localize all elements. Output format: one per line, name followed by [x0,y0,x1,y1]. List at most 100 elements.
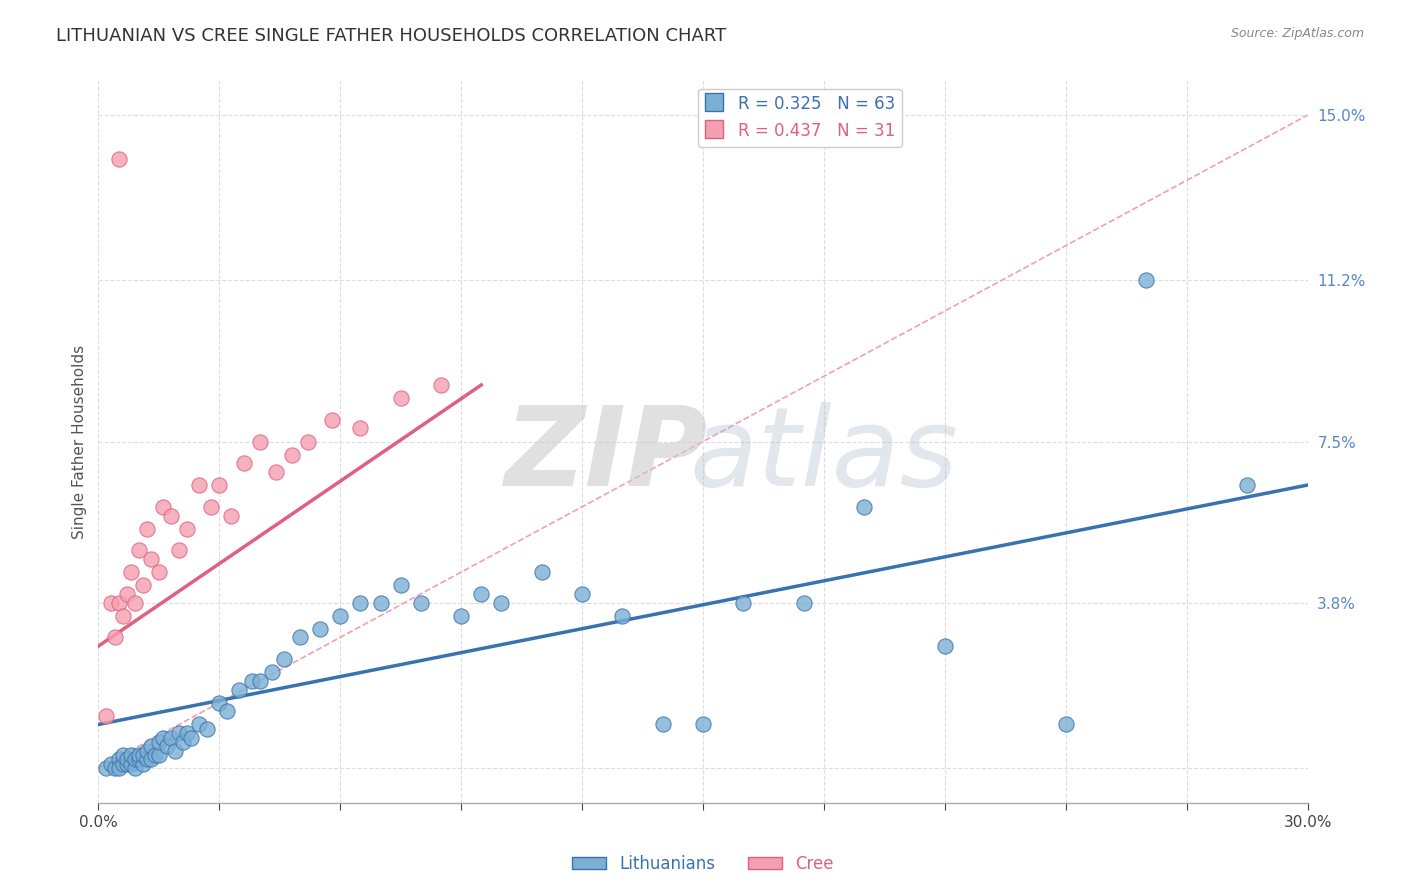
Text: atlas: atlas [689,402,959,509]
Point [152,731,174,745]
Point [156,739,179,754]
Point [167,543,190,558]
Text: ZIP: ZIP [505,402,709,509]
Point [349,421,371,435]
Point [115,587,138,601]
Point [120,747,142,762]
Point [107,152,129,166]
Point [1054,717,1077,731]
Point [409,596,432,610]
Point [208,478,231,492]
Point [160,731,183,745]
Point [450,608,472,623]
Point [853,500,876,514]
Point [309,622,332,636]
Point [172,735,194,749]
Point [139,739,162,754]
Point [103,631,125,645]
Point [103,761,125,775]
Point [96,761,118,775]
Point [139,752,162,766]
Point [100,596,122,610]
Point [217,705,239,719]
Point [180,731,202,745]
Point [124,752,146,766]
Point [160,508,183,523]
Point [389,578,412,592]
Point [793,596,815,610]
Point [148,565,170,579]
Legend: R = 0.325   N = 63, R = 0.437   N = 31: R = 0.325 N = 63, R = 0.437 N = 31 [697,88,901,146]
Point [135,752,157,766]
Point [163,743,186,757]
Point [115,752,138,766]
Point [571,587,593,601]
Point [733,596,755,610]
Point [176,522,198,536]
Point [188,478,211,492]
Point [135,522,157,536]
Point [249,434,271,449]
Point [329,608,352,623]
Point [132,578,155,592]
Point [260,665,283,680]
Point [120,565,142,579]
Point [128,752,150,766]
Point [139,552,162,566]
Point [297,434,319,449]
Point [208,696,231,710]
Point [135,743,157,757]
Point [288,631,311,645]
Point [228,682,250,697]
Point [249,673,271,688]
Point [107,596,129,610]
Point [111,756,134,771]
Point [349,596,371,610]
Point [111,608,134,623]
Point [240,673,263,688]
Point [221,508,243,523]
Point [188,717,211,731]
Text: LITHUANIAN VS CREE SINGLE FATHER HOUSEHOLDS CORRELATION CHART: LITHUANIAN VS CREE SINGLE FATHER HOUSEHO… [56,27,727,45]
Point [132,747,155,762]
Point [148,747,170,762]
Point [273,652,295,666]
Point [148,735,170,749]
Point [389,391,412,405]
Point [167,726,190,740]
Point [470,587,492,601]
Point [96,708,118,723]
Point [1236,478,1258,492]
Text: Source: ZipAtlas.com: Source: ZipAtlas.com [1230,27,1364,40]
Point [281,448,304,462]
Point [1135,273,1157,287]
Point [530,565,553,579]
Point [651,717,673,731]
Point [200,500,222,514]
Point [132,756,155,771]
Point [107,761,129,775]
Point [934,639,956,653]
Point [124,596,146,610]
Point [152,500,174,514]
Point [176,726,198,740]
Point [491,596,513,610]
Y-axis label: Single Father Households: Single Father Households [72,344,87,539]
Point [115,756,138,771]
Point [128,747,150,762]
Point [612,608,634,623]
Point [370,596,392,610]
Point [195,722,218,736]
Point [124,761,146,775]
Point [100,756,122,771]
Point [128,543,150,558]
Point [264,465,287,479]
Point [321,413,343,427]
Legend: Lithuanians, Cree: Lithuanians, Cree [565,848,841,880]
Point [692,717,714,731]
Point [143,747,166,762]
Point [232,456,254,470]
Point [120,756,142,771]
Point [107,752,129,766]
Point [430,378,453,392]
